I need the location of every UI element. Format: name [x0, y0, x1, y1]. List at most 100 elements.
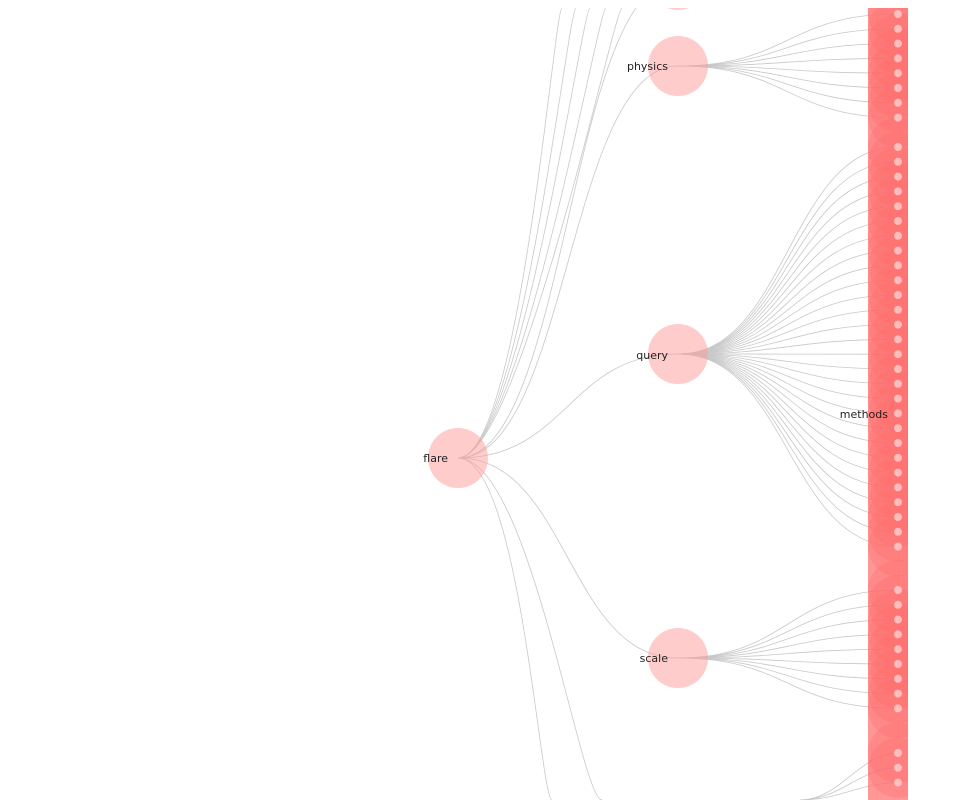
link — [677, 634, 899, 659]
link — [457, 8, 637, 459]
link — [677, 353, 899, 459]
leaf-dot — [894, 305, 902, 314]
leaf-dot — [894, 54, 902, 63]
link — [677, 13, 899, 67]
leaf-dot — [894, 379, 902, 388]
leaf-dot — [894, 335, 902, 344]
branch-node — [648, 36, 708, 96]
leaf-dot — [894, 778, 902, 787]
leaf-dot — [894, 763, 902, 772]
link — [457, 457, 603, 800]
leaf-dot — [894, 187, 902, 196]
link — [677, 353, 899, 488]
link — [677, 353, 899, 414]
link — [677, 648, 899, 659]
node-label-scale: scale — [640, 652, 669, 665]
link — [677, 353, 899, 518]
link — [677, 309, 899, 355]
leaf-dot — [894, 113, 902, 122]
link — [677, 353, 899, 503]
branch-nodes — [428, 8, 708, 688]
leaf-dot — [894, 202, 902, 211]
leaf-dot — [894, 291, 902, 299]
leaf-dot — [894, 24, 902, 33]
leaf-dot — [894, 69, 902, 78]
leaf-dot — [894, 157, 902, 166]
leaf-dot — [894, 84, 902, 92]
link — [677, 657, 899, 680]
link — [677, 176, 899, 355]
leaf-dot — [894, 498, 902, 507]
link — [457, 8, 591, 459]
leaf-dot — [894, 10, 902, 18]
leaf-dot — [894, 231, 902, 240]
node-label-query: query — [636, 349, 668, 362]
link — [677, 279, 899, 355]
link — [677, 294, 899, 355]
leaf-dot — [894, 217, 902, 225]
leaf-dot — [894, 424, 902, 433]
leaf-dot — [894, 39, 902, 48]
link — [457, 457, 553, 800]
leaf-dot — [894, 98, 902, 107]
leaf-dot — [894, 704, 902, 713]
leaf-dot — [894, 513, 902, 521]
links — [457, 8, 899, 800]
link — [677, 191, 899, 355]
root-node — [428, 428, 488, 488]
leaf-dot — [894, 365, 902, 373]
leaf-dot — [894, 276, 902, 285]
node-label-methods: methods — [840, 408, 888, 421]
leaf-dot — [894, 483, 902, 492]
link — [677, 353, 899, 429]
branch-node — [648, 628, 708, 688]
link — [677, 235, 899, 355]
leaf-dot — [894, 143, 902, 151]
link — [677, 65, 899, 89]
link — [677, 353, 899, 547]
leaf-dot — [894, 394, 902, 403]
link — [677, 619, 899, 659]
link — [457, 8, 607, 459]
link — [677, 604, 899, 659]
link — [677, 339, 899, 355]
leaf-nodes — [868, 8, 908, 800]
leaf-dot — [894, 645, 902, 654]
link — [677, 58, 899, 67]
leaf-dot — [894, 674, 902, 683]
link — [677, 353, 899, 385]
link — [457, 8, 577, 459]
link — [457, 8, 623, 459]
link — [677, 324, 899, 355]
link — [677, 657, 899, 665]
link — [677, 146, 899, 355]
link — [677, 28, 899, 67]
leaf-dot — [894, 320, 902, 329]
link — [677, 205, 899, 355]
node-label-flare: flare — [423, 452, 448, 465]
leaf-dot — [894, 409, 902, 418]
leaf-dot — [894, 586, 902, 594]
leaf-dot — [894, 615, 902, 624]
link — [457, 8, 563, 459]
link — [677, 161, 899, 355]
link — [677, 657, 899, 709]
link — [677, 353, 899, 533]
leaf-dot — [894, 439, 902, 447]
leaf-dot — [894, 630, 902, 639]
link — [677, 65, 899, 74]
link — [677, 353, 899, 370]
leaf-dot — [894, 689, 902, 698]
link — [677, 65, 899, 118]
link — [677, 657, 899, 694]
leaf-dot — [894, 600, 902, 609]
leaf-dot — [894, 453, 902, 462]
leaf-dot — [894, 350, 902, 359]
leaf-dot — [894, 527, 902, 536]
leaf-dot — [894, 246, 902, 255]
node-label-physics: physics — [627, 60, 668, 73]
link — [677, 353, 899, 399]
link — [457, 457, 679, 659]
branch-node — [667, 8, 689, 10]
